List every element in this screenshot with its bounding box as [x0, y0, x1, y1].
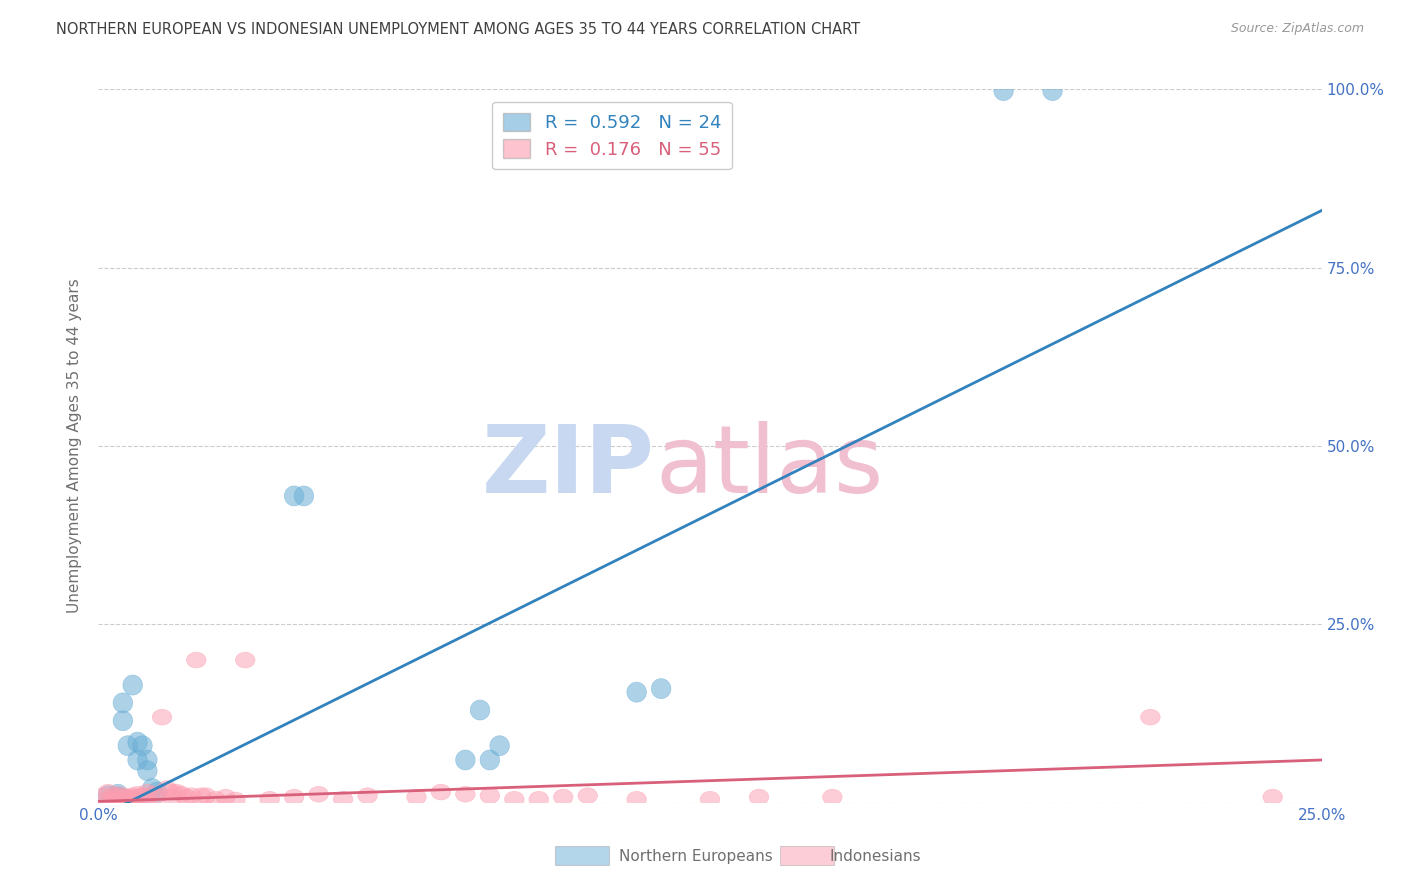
Ellipse shape — [309, 787, 329, 802]
Ellipse shape — [489, 736, 509, 756]
Ellipse shape — [157, 780, 177, 797]
Ellipse shape — [456, 750, 475, 770]
Ellipse shape — [118, 789, 138, 805]
Ellipse shape — [108, 787, 128, 807]
Ellipse shape — [333, 791, 353, 807]
Ellipse shape — [1263, 789, 1282, 805]
Ellipse shape — [152, 709, 172, 725]
Ellipse shape — [456, 787, 475, 802]
Ellipse shape — [177, 789, 197, 805]
Ellipse shape — [284, 486, 304, 506]
Ellipse shape — [225, 792, 245, 808]
Ellipse shape — [191, 788, 211, 804]
Ellipse shape — [172, 787, 191, 802]
Ellipse shape — [167, 784, 187, 800]
Ellipse shape — [217, 789, 235, 805]
Ellipse shape — [294, 486, 314, 506]
Ellipse shape — [479, 750, 499, 770]
Ellipse shape — [529, 791, 548, 807]
Ellipse shape — [138, 784, 157, 800]
Legend: R =  0.592   N = 24, R =  0.176   N = 55: R = 0.592 N = 24, R = 0.176 N = 55 — [492, 102, 733, 169]
Ellipse shape — [98, 786, 118, 805]
Ellipse shape — [132, 736, 152, 756]
Ellipse shape — [284, 789, 304, 805]
Ellipse shape — [1043, 80, 1063, 101]
Ellipse shape — [505, 791, 524, 807]
Ellipse shape — [138, 750, 157, 770]
Ellipse shape — [162, 784, 181, 800]
Ellipse shape — [103, 788, 122, 804]
Ellipse shape — [994, 80, 1014, 101]
Text: atlas: atlas — [655, 421, 883, 514]
Text: Source: ZipAtlas.com: Source: ZipAtlas.com — [1230, 22, 1364, 36]
Ellipse shape — [98, 791, 118, 807]
Ellipse shape — [749, 789, 769, 805]
Ellipse shape — [112, 788, 132, 804]
Ellipse shape — [142, 787, 162, 802]
Ellipse shape — [207, 791, 225, 807]
Ellipse shape — [122, 675, 142, 695]
Ellipse shape — [132, 791, 152, 807]
Ellipse shape — [142, 779, 162, 798]
Text: Indonesians: Indonesians — [830, 849, 921, 863]
Ellipse shape — [94, 788, 112, 804]
Ellipse shape — [128, 750, 148, 770]
Ellipse shape — [108, 784, 128, 805]
Y-axis label: Unemployment Among Ages 35 to 44 years: Unemployment Among Ages 35 to 44 years — [66, 278, 82, 614]
Ellipse shape — [357, 788, 377, 804]
Ellipse shape — [260, 791, 280, 807]
Ellipse shape — [823, 789, 842, 805]
Text: Northern Europeans: Northern Europeans — [619, 849, 772, 863]
Ellipse shape — [700, 791, 720, 807]
Ellipse shape — [98, 784, 118, 800]
Ellipse shape — [406, 789, 426, 805]
Ellipse shape — [122, 788, 142, 804]
Ellipse shape — [128, 789, 148, 805]
Ellipse shape — [118, 790, 138, 806]
Ellipse shape — [103, 791, 122, 807]
Ellipse shape — [627, 682, 647, 702]
Ellipse shape — [181, 788, 201, 804]
Ellipse shape — [1140, 709, 1160, 725]
Ellipse shape — [128, 732, 148, 752]
Ellipse shape — [138, 761, 157, 780]
Ellipse shape — [108, 789, 128, 805]
Ellipse shape — [112, 791, 132, 807]
Ellipse shape — [479, 788, 499, 804]
Ellipse shape — [651, 679, 671, 698]
Ellipse shape — [470, 700, 489, 720]
Ellipse shape — [108, 787, 128, 802]
Ellipse shape — [187, 652, 207, 668]
Ellipse shape — [148, 782, 167, 802]
Ellipse shape — [112, 711, 132, 731]
Ellipse shape — [235, 652, 254, 668]
Ellipse shape — [138, 789, 157, 805]
Ellipse shape — [122, 792, 142, 808]
Ellipse shape — [432, 784, 451, 800]
Ellipse shape — [162, 789, 181, 805]
Ellipse shape — [132, 788, 152, 804]
Ellipse shape — [112, 693, 132, 713]
Ellipse shape — [197, 788, 217, 804]
Text: ZIP: ZIP — [482, 421, 655, 514]
Text: NORTHERN EUROPEAN VS INDONESIAN UNEMPLOYMENT AMONG AGES 35 TO 44 YEARS CORRELATI: NORTHERN EUROPEAN VS INDONESIAN UNEMPLOY… — [56, 22, 860, 37]
Ellipse shape — [554, 789, 574, 805]
Ellipse shape — [128, 787, 148, 802]
Ellipse shape — [578, 788, 598, 804]
Ellipse shape — [148, 788, 167, 804]
Ellipse shape — [627, 791, 647, 807]
Ellipse shape — [118, 736, 138, 756]
